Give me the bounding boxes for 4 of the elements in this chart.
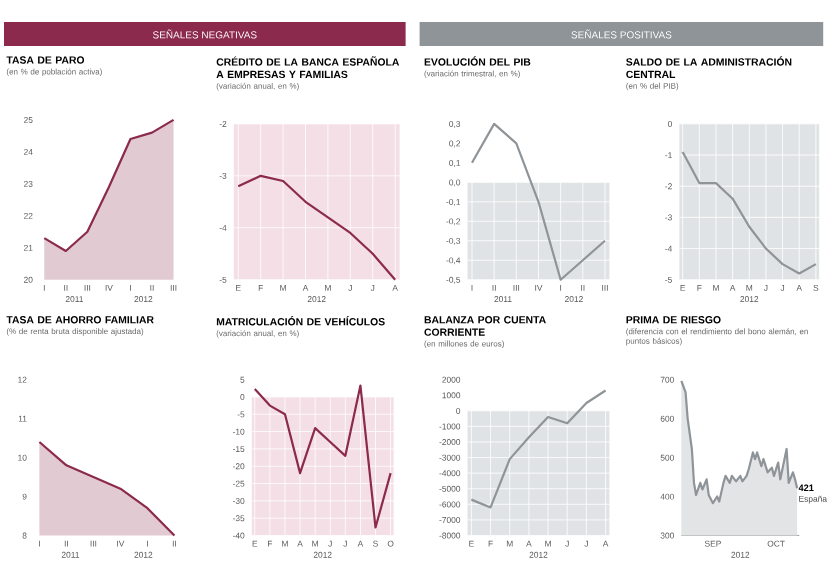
line-series xyxy=(253,384,392,529)
line-series xyxy=(681,151,817,275)
line-series xyxy=(470,123,607,282)
line-series xyxy=(470,389,607,509)
